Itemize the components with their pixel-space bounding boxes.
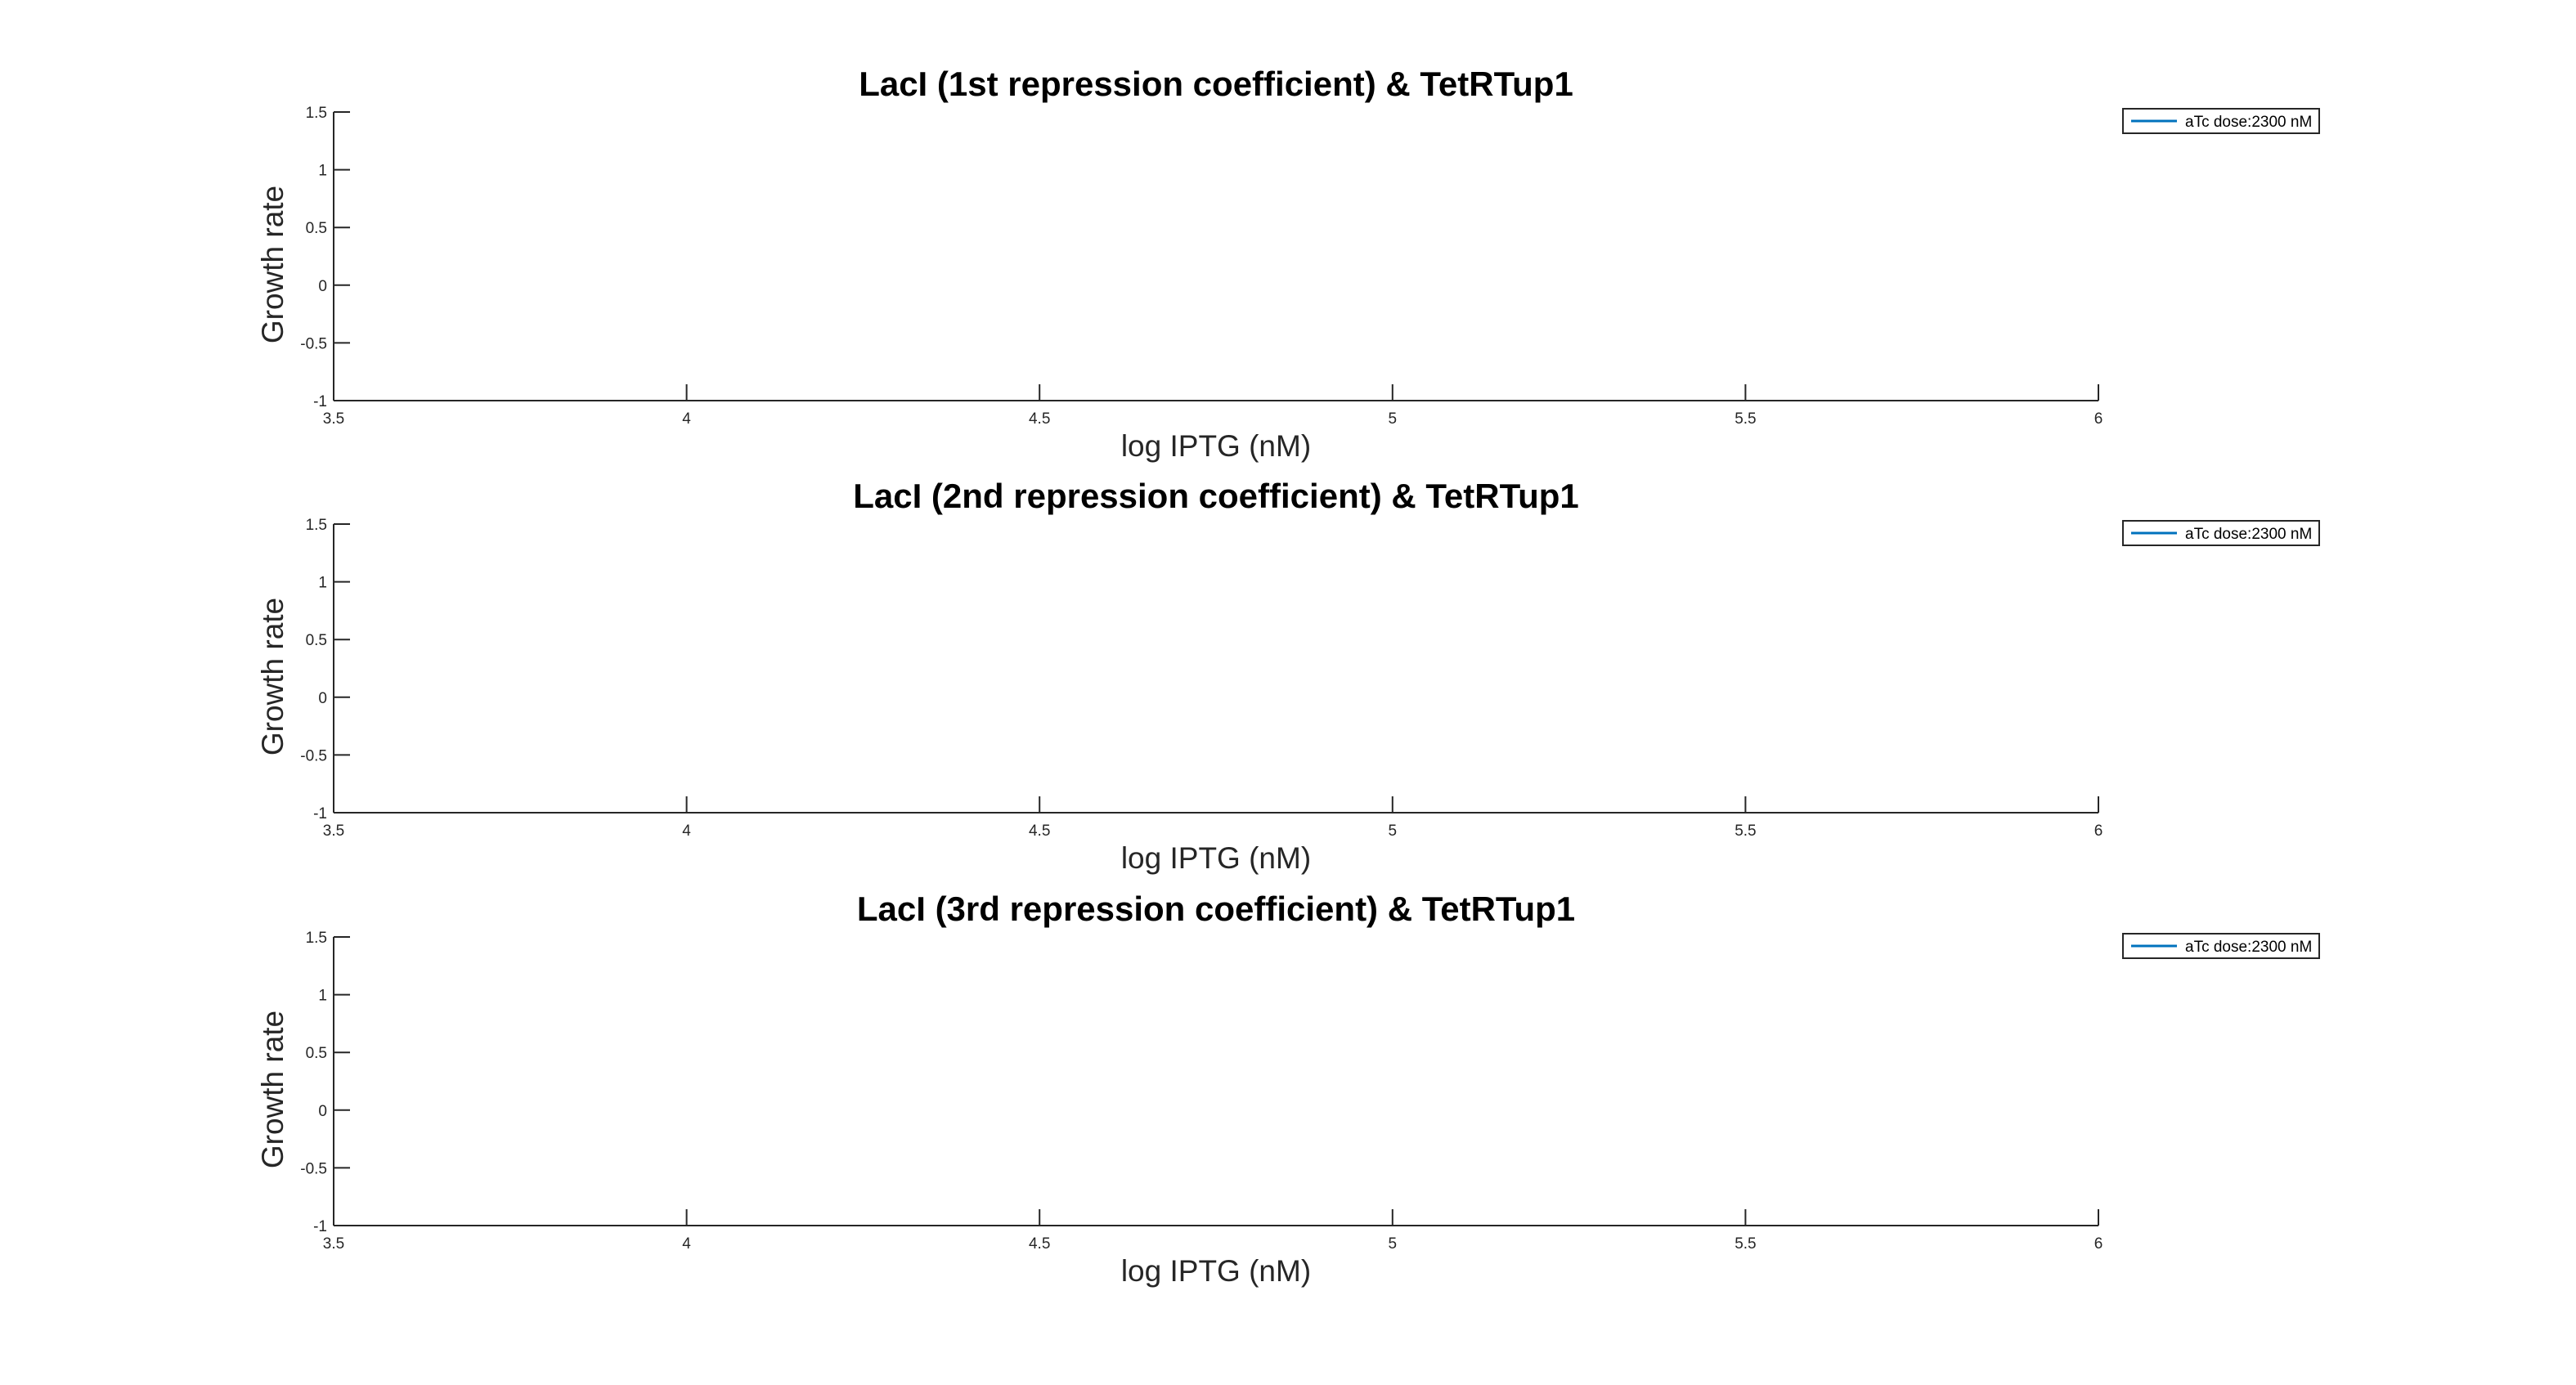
y-tick-label: 1.5: [306, 930, 327, 947]
x-tick-label: 3.5: [323, 822, 344, 840]
x-tick-label: 3.5: [323, 1235, 344, 1253]
y-tick-label: -0.5: [300, 747, 327, 764]
x-axis-label: log IPTG (nM): [1121, 1254, 1311, 1288]
y-tick-label: -1: [313, 1218, 327, 1235]
legend: aTc dose:2300 nM: [2122, 933, 2320, 959]
subplot-2: LacI (2nd repression coefficient) & TetR…: [256, 477, 2320, 875]
x-tick-label: 4: [682, 410, 691, 428]
y-tick-label: -1: [313, 805, 327, 822]
x-tick-label: 5: [1389, 1235, 1398, 1253]
y-tick-label: 1: [318, 163, 327, 180]
x-tick-label: 6: [2094, 822, 2103, 840]
x-tick-label: 4: [682, 1235, 691, 1253]
y-tick-label: 0: [318, 1103, 327, 1120]
chart-title: LacI (1st repression coefficient) & TetR…: [859, 65, 1573, 103]
chart-title: LacI (2nd repression coefficient) & TetR…: [853, 477, 1579, 515]
y-tick-label: 1.5: [306, 105, 327, 122]
y-tick-label: 0: [318, 278, 327, 295]
x-tick-label: 3.5: [323, 410, 344, 428]
y-axis-label: Growth rate: [256, 186, 289, 343]
y-tick-label: 0.5: [306, 1045, 327, 1062]
legend: aTc dose:2300 nM: [2122, 108, 2320, 134]
y-tick-label: -0.5: [300, 1160, 327, 1177]
x-axis-label: log IPTG (nM): [1121, 841, 1311, 875]
x-tick-label: 5.5: [1735, 822, 1756, 840]
x-axis-label: log IPTG (nM): [1121, 429, 1311, 463]
x-tick-label: 4.5: [1029, 1235, 1050, 1253]
x-tick-label: 4.5: [1029, 822, 1050, 840]
legend-label: aTc dose:2300 nM: [2185, 939, 2312, 956]
y-tick-label: 0.5: [306, 220, 327, 237]
y-tick-label: 1: [318, 575, 327, 592]
x-tick-label: 4: [682, 822, 691, 840]
x-tick-label: 4.5: [1029, 410, 1050, 428]
y-tick-label: 0.5: [306, 632, 327, 649]
legend: aTc dose:2300 nM: [2122, 520, 2320, 546]
x-tick-label: 5: [1389, 410, 1398, 428]
subplot-3: LacI (3rd repression coefficient) & TetR…: [256, 890, 2320, 1288]
y-tick-label: -0.5: [300, 335, 327, 352]
x-tick-label: 5.5: [1735, 410, 1756, 428]
legend-box: [2122, 520, 2320, 546]
y-tick-label: 0: [318, 690, 327, 707]
subplot-1: LacI (1st repression coefficient) & TetR…: [256, 65, 2320, 463]
y-tick-label: -1: [313, 393, 327, 410]
y-tick-label: 1: [318, 988, 327, 1005]
chart-title: LacI (3rd repression coefficient) & TetR…: [857, 890, 1575, 928]
legend-label: aTc dose:2300 nM: [2185, 114, 2312, 131]
y-axis-label: Growth rate: [256, 1011, 289, 1168]
y-axis-label: Growth rate: [256, 598, 289, 755]
x-tick-label: 5: [1389, 822, 1398, 840]
x-tick-label: 6: [2094, 1235, 2103, 1253]
x-tick-label: 6: [2094, 410, 2103, 428]
x-tick-label: 5.5: [1735, 1235, 1756, 1253]
y-tick-label: 1.5: [306, 517, 327, 534]
legend-label: aTc dose:2300 nM: [2185, 526, 2312, 543]
